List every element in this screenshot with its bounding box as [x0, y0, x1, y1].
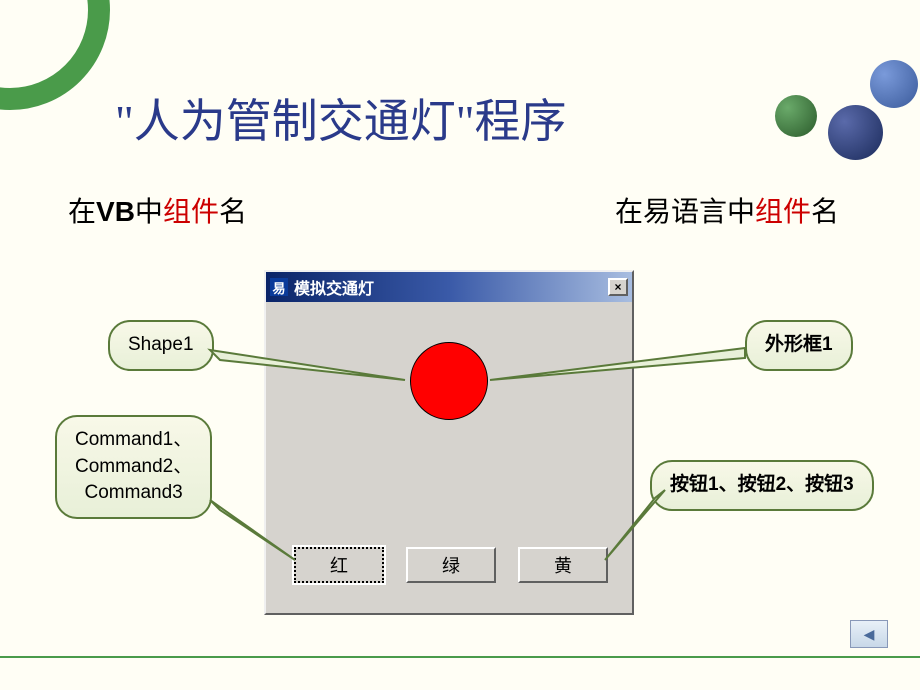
callout-cmd-line2: Command2、: [75, 456, 192, 477]
traffic-light-window: 易 模拟交通灯 × 红 绿 黄: [264, 270, 634, 615]
subtitle-left-suffix: 名: [219, 196, 247, 227]
slide-title: "人为管制交通灯"程序: [115, 85, 567, 151]
app-icon: 易: [270, 278, 288, 296]
callout-shape1: Shape1: [108, 320, 214, 371]
sphere-navy-icon: [828, 105, 883, 160]
titlebar-left: 易 模拟交通灯: [270, 275, 374, 299]
subtitle-right-component: 组件: [755, 196, 811, 227]
window-titlebar: 易 模拟交通灯 ×: [266, 272, 632, 302]
subtitle-left-prefix: 在: [68, 196, 96, 227]
green-button[interactable]: 绿: [406, 547, 496, 583]
subtitle-left: 在VB中组件名: [68, 190, 247, 230]
callout-commands: Command1、 Command2、 Command3: [55, 415, 212, 519]
callout-cmd-line1: Command1、: [75, 429, 192, 450]
callout-waixing: 外形框1: [745, 320, 853, 371]
sphere-blue-icon: [870, 60, 918, 108]
traffic-light-shape: [410, 342, 488, 420]
subtitle-left-component: 组件: [163, 196, 219, 227]
subtitle-right: 在易语言中组件名: [615, 190, 839, 230]
yellow-button[interactable]: 黄: [518, 547, 608, 583]
subtitle-left-vb: VB: [96, 196, 135, 227]
subtitle-right-prefix: 在易语言中: [615, 196, 755, 227]
subtitle-left-mid: 中: [135, 196, 163, 227]
close-button[interactable]: ×: [608, 278, 628, 296]
callout-anniu: 按钮1、按钮2、按钮3: [650, 460, 874, 511]
bottom-divider: [0, 656, 920, 658]
sphere-green-icon: [775, 95, 817, 137]
subtitle-right-suffix: 名: [811, 196, 839, 227]
callout-cmd-line3: Command3: [85, 482, 183, 503]
corner-decoration: [0, 0, 110, 110]
nav-back-button[interactable]: ◀: [850, 620, 888, 648]
red-button[interactable]: 红: [294, 547, 384, 583]
window-title: 模拟交通灯: [294, 275, 374, 299]
